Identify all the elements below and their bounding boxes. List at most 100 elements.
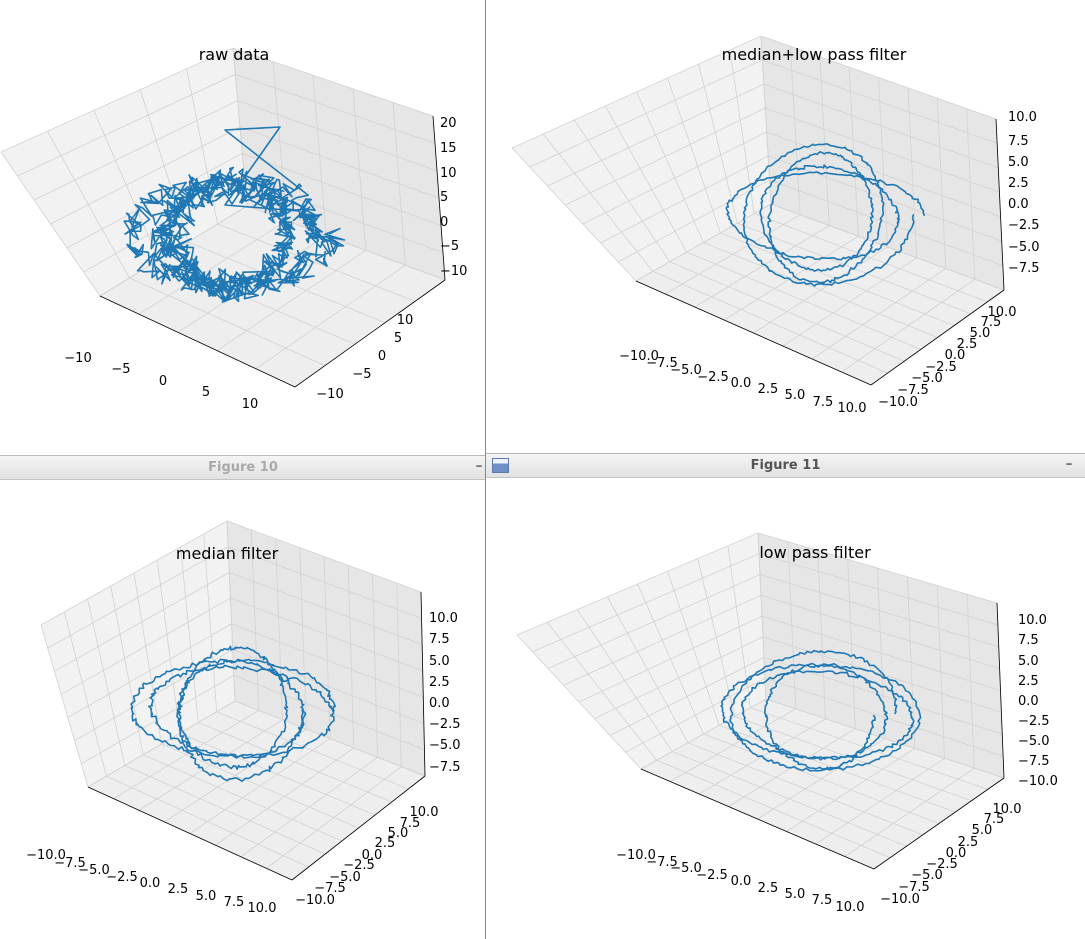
y-tick-label: 5.0 <box>388 826 409 841</box>
x-tick-label: 0 <box>159 374 167 389</box>
x-tick-label: 2.5 <box>168 882 189 897</box>
grid-lines <box>516 532 1005 870</box>
x-tick-label: −7.5 <box>646 356 678 371</box>
back-wall-pane <box>761 36 1004 290</box>
y-tick-labels: −10.0−7.5−5.0−2.50.02.55.07.510.0 <box>878 305 1016 410</box>
y-tick-label: 0.0 <box>946 846 967 861</box>
y-tick-label: −7.5 <box>898 880 930 895</box>
z-tick-label: −10 <box>440 264 467 279</box>
z-tick-label: −7.5 <box>429 760 461 775</box>
x-tick-label: 5.0 <box>196 889 217 904</box>
back-wall-pane <box>227 521 425 776</box>
trajectory-line <box>130 645 337 783</box>
x-tick-label: 5.0 <box>785 388 806 403</box>
x-tick-label: 2.5 <box>758 382 779 397</box>
y-tick-label: −10.0 <box>878 395 918 410</box>
x-tick-label: −5.0 <box>78 863 110 878</box>
y-tick-label: −5.0 <box>911 868 943 883</box>
floor-pane <box>636 204 1004 385</box>
trajectory-line <box>725 143 926 287</box>
z-tick-label: −2.5 <box>429 717 461 732</box>
x-tick-label: −7.5 <box>646 855 678 870</box>
z-tick-label: 5 <box>440 190 448 205</box>
y-tick-label: 2.5 <box>957 337 978 352</box>
y-tick-label: −10 <box>316 387 343 402</box>
z-tick-label: −5.0 <box>1018 734 1050 749</box>
z-tick-label: −10.0 <box>1018 774 1058 789</box>
z-tick-label: 5.0 <box>1008 155 1029 170</box>
z-tick-label: 2.5 <box>1008 176 1029 191</box>
y-tick-label: −10.0 <box>880 892 920 907</box>
figure-11-titlebar[interactable]: Figure 11 – <box>486 453 1085 478</box>
chart-title: low pass filter <box>759 543 871 562</box>
x-tick-label: −5.0 <box>670 363 702 378</box>
chart-title: median filter <box>176 544 279 563</box>
x-tick-label: 0.0 <box>731 874 752 889</box>
x-tick-label: 10.0 <box>838 401 867 416</box>
grid-lines <box>511 35 1005 386</box>
z-tick-label: −5.0 <box>1008 240 1040 255</box>
z-tick-labels: −7.5 −5.0 −2.5 0.0 2.5 5.0 7.5 10.0 <box>1008 110 1040 276</box>
plot-median-low-pass-filter: median+low pass filter−10.0−7.5−5.0−2.5 0… <box>511 35 1040 416</box>
z-tick-label: 7.5 <box>429 632 450 647</box>
x-tick-label: −5 <box>111 362 130 377</box>
y-tick-label: −7.5 <box>897 383 929 398</box>
z-tick-label: −5.0 <box>429 738 461 753</box>
y-tick-label: 10.0 <box>993 802 1022 817</box>
z-tick-label: 10.0 <box>1008 110 1037 125</box>
x-tick-label: 10.0 <box>836 900 865 915</box>
z-tick-label: −7.5 <box>1008 261 1040 276</box>
y-tick-labels: −10 −5 05 10 <box>316 313 413 402</box>
minimize-button[interactable]: – <box>1065 456 1073 472</box>
back-wall-pane <box>233 48 445 280</box>
axis-lines <box>640 602 1005 870</box>
y-tick-label: 7.5 <box>981 315 1002 330</box>
z-tick-label: 10 <box>440 166 457 181</box>
x-tick-label: 10.0 <box>248 901 277 916</box>
z-tick-label: 5.0 <box>429 654 450 669</box>
x-tick-label: −10.0 <box>619 349 659 364</box>
y-tick-label: −2.5 <box>926 857 958 872</box>
z-tick-label: −2.5 <box>1008 218 1040 233</box>
plot-low-pass-filter: low pass filter−10.0−7.5−5.0−2.5 0.0 2.5 5.… <box>516 532 1058 915</box>
z-tick-label: 20 <box>440 116 457 131</box>
x-tick-label: 5 <box>202 385 210 400</box>
figure-10-titlebar[interactable]: Figure 10 – <box>0 455 486 480</box>
y-tick-label: 7.5 <box>984 812 1005 827</box>
y-tick-label: 10 <box>397 313 414 328</box>
trajectory-line <box>123 126 346 303</box>
y-tick-label: 0 <box>378 349 386 364</box>
z-tick-label: 0.0 <box>429 696 450 711</box>
z-tick-label: 7.5 <box>1008 134 1029 149</box>
y-tick-label: −5 <box>352 367 371 382</box>
x-tick-label: 2.5 <box>758 881 779 896</box>
y-tick-label: 2.5 <box>375 836 396 851</box>
z-tick-label: 2.5 <box>429 675 450 690</box>
y-tick-label: 5.0 <box>972 823 993 838</box>
window-icon[interactable] <box>492 458 509 473</box>
y-tick-label: −2.5 <box>343 858 375 873</box>
x-tick-label: 0.0 <box>731 376 752 391</box>
y-tick-label: 7.5 <box>400 816 421 831</box>
x-tick-label: −7.5 <box>54 856 86 871</box>
x-tick-labels: −10 −5 0 5 10 <box>64 351 258 412</box>
x-tick-label: −2.5 <box>697 370 729 385</box>
z-tick-label: −5 <box>440 239 459 254</box>
y-tick-label: −5.0 <box>911 371 943 386</box>
y-tick-label: −5.0 <box>329 870 361 885</box>
left-wall-pane <box>512 36 771 281</box>
z-tick-labels: −10.0 −7.5 −5.0 −2.5 0.0 2.5 5.0 7.5 10.0 <box>1018 613 1058 789</box>
chart-title: median+low pass filter <box>722 45 907 64</box>
y-tick-label: 5.0 <box>970 326 991 341</box>
window-divider <box>485 0 486 939</box>
x-tick-label: 7.5 <box>224 895 245 910</box>
left-wall-pane <box>517 533 766 769</box>
x-tick-label: −10.0 <box>616 848 656 863</box>
x-tick-label: −2.5 <box>106 870 138 885</box>
window-title: Figure 10 <box>208 460 278 475</box>
x-tick-label: 0.0 <box>140 876 161 891</box>
y-tick-label: −2.5 <box>925 360 957 375</box>
axis-lines <box>635 118 1005 386</box>
plot-median-filter: median filter−10.0−7.5−5.0−2.5 0.0 2.5 5.0 7… <box>26 520 461 916</box>
minimize-button[interactable]: – <box>475 458 483 474</box>
